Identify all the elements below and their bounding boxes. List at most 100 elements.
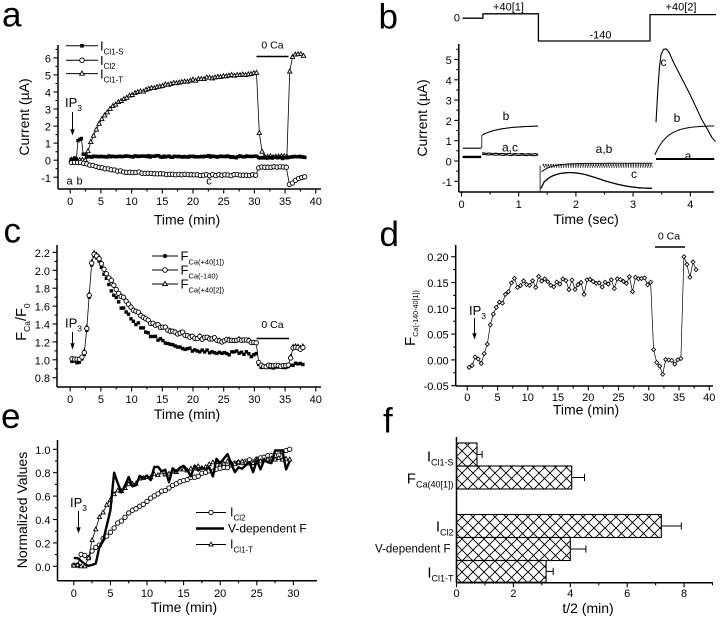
svg-text:0.10: 0.10 <box>427 304 448 316</box>
svg-text:20: 20 <box>582 392 594 404</box>
svg-text:0.0: 0.0 <box>35 562 50 574</box>
svg-text:15: 15 <box>552 392 564 404</box>
svg-text:40: 40 <box>310 394 322 406</box>
svg-text:0.00: 0.00 <box>427 355 448 367</box>
svg-text:+40[1]: +40[1] <box>493 2 524 14</box>
svg-text:0.15: 0.15 <box>427 278 448 290</box>
svg-text:Time (sec): Time (sec) <box>553 211 619 227</box>
svg-text:25: 25 <box>218 196 230 208</box>
svg-text:5: 5 <box>495 392 501 404</box>
svg-text:30: 30 <box>248 394 260 406</box>
svg-text:Time (min): Time (min) <box>154 406 220 422</box>
svg-text:b: b <box>674 111 681 125</box>
svg-text:0: 0 <box>464 392 470 404</box>
svg-text:3: 3 <box>446 96 452 108</box>
svg-text:20: 20 <box>214 588 226 600</box>
svg-text:15: 15 <box>156 394 168 406</box>
svg-text:15: 15 <box>156 196 168 208</box>
svg-text:d: d <box>380 215 399 254</box>
svg-text:1.0: 1.0 <box>35 355 50 367</box>
svg-text:V-dependent F: V-dependent F <box>375 544 450 556</box>
svg-text:10: 10 <box>125 196 137 208</box>
svg-text:4: 4 <box>567 588 573 600</box>
svg-text:b: b <box>76 176 82 188</box>
svg-text:t/2 (min): t/2 (min) <box>562 600 613 616</box>
svg-text:-0.05: -0.05 <box>424 381 449 393</box>
svg-text:4: 4 <box>45 88 51 100</box>
svg-text:2: 2 <box>510 588 516 600</box>
svg-text:Current (µA): Current (µA) <box>414 79 430 156</box>
svg-text:0: 0 <box>71 588 77 600</box>
svg-text:FCa/F0: FCa/F0 <box>14 303 32 341</box>
svg-text:20: 20 <box>187 394 199 406</box>
svg-text:25: 25 <box>251 588 263 600</box>
svg-text:6: 6 <box>624 588 630 600</box>
svg-text:3: 3 <box>630 199 636 211</box>
svg-text:10: 10 <box>125 394 137 406</box>
svg-text:c: c <box>631 167 637 181</box>
svg-text:0: 0 <box>454 13 460 25</box>
svg-text:-1: -1 <box>442 177 452 189</box>
svg-text:e: e <box>1 397 20 436</box>
svg-text:a: a <box>2 0 22 35</box>
svg-text:0.05: 0.05 <box>427 330 448 342</box>
svg-text:5: 5 <box>98 394 104 406</box>
svg-text:Time (min): Time (min) <box>151 599 217 615</box>
svg-text:a,c: a,c <box>502 141 518 155</box>
svg-text:1.4: 1.4 <box>35 320 50 332</box>
svg-text:10: 10 <box>522 392 534 404</box>
svg-text:0: 0 <box>453 588 459 600</box>
svg-text:5: 5 <box>98 196 104 208</box>
svg-text:35: 35 <box>673 392 685 404</box>
svg-text:1.8: 1.8 <box>35 284 50 296</box>
svg-text:-140: -140 <box>589 30 611 42</box>
svg-text:0.4: 0.4 <box>35 515 50 527</box>
svg-text:b: b <box>379 0 398 37</box>
svg-text:Time (min): Time (min) <box>154 212 220 228</box>
svg-text:0: 0 <box>67 394 73 406</box>
svg-text:2.0: 2.0 <box>35 266 50 278</box>
svg-text:0: 0 <box>446 157 452 169</box>
svg-text:1: 1 <box>446 136 452 148</box>
svg-text:0.20: 0.20 <box>427 252 448 264</box>
svg-text:1.6: 1.6 <box>35 302 50 314</box>
svg-text:a,b: a,b <box>596 142 613 156</box>
svg-text:0 Ca: 0 Ca <box>261 40 283 52</box>
svg-text:20: 20 <box>187 196 199 208</box>
svg-text:2.2: 2.2 <box>35 248 50 260</box>
svg-text:25: 25 <box>218 394 230 406</box>
svg-text:1: 1 <box>516 199 522 211</box>
svg-text:5: 5 <box>446 55 452 67</box>
svg-text:1.0: 1.0 <box>35 445 50 457</box>
svg-text:1.2: 1.2 <box>35 337 50 349</box>
svg-text:0: 0 <box>45 156 51 168</box>
svg-text:0.8: 0.8 <box>35 373 50 385</box>
svg-text:4: 4 <box>687 199 693 211</box>
svg-text:0 Ca: 0 Ca <box>658 231 680 243</box>
svg-text:b: b <box>503 109 510 123</box>
svg-text:c: c <box>206 176 212 188</box>
svg-text:5: 5 <box>45 70 51 82</box>
svg-text:Current (µA): Current (µA) <box>16 78 32 155</box>
svg-text:f: f <box>383 402 393 441</box>
svg-text:5: 5 <box>107 588 113 600</box>
svg-text:3: 3 <box>45 105 51 117</box>
svg-text:0.8: 0.8 <box>35 468 50 480</box>
svg-text:4: 4 <box>446 75 452 87</box>
svg-text:a: a <box>66 176 73 188</box>
svg-text:2: 2 <box>446 116 452 128</box>
svg-text:8: 8 <box>681 588 687 600</box>
svg-text:2: 2 <box>573 199 579 211</box>
svg-text:0.2: 0.2 <box>35 538 50 550</box>
svg-text:V-dependent F: V-dependent F <box>228 522 307 536</box>
svg-text:30: 30 <box>248 196 260 208</box>
svg-text:Time (min): Time (min) <box>553 402 619 418</box>
svg-text:c: c <box>4 212 22 251</box>
svg-text:Normalized Values: Normalized Values <box>14 452 30 568</box>
svg-text:0 Ca: 0 Ca <box>261 319 283 331</box>
svg-text:15: 15 <box>177 588 189 600</box>
svg-text:c: c <box>661 55 667 69</box>
svg-text:40: 40 <box>703 392 715 404</box>
svg-text:40: 40 <box>310 196 322 208</box>
svg-text:25: 25 <box>612 392 624 404</box>
